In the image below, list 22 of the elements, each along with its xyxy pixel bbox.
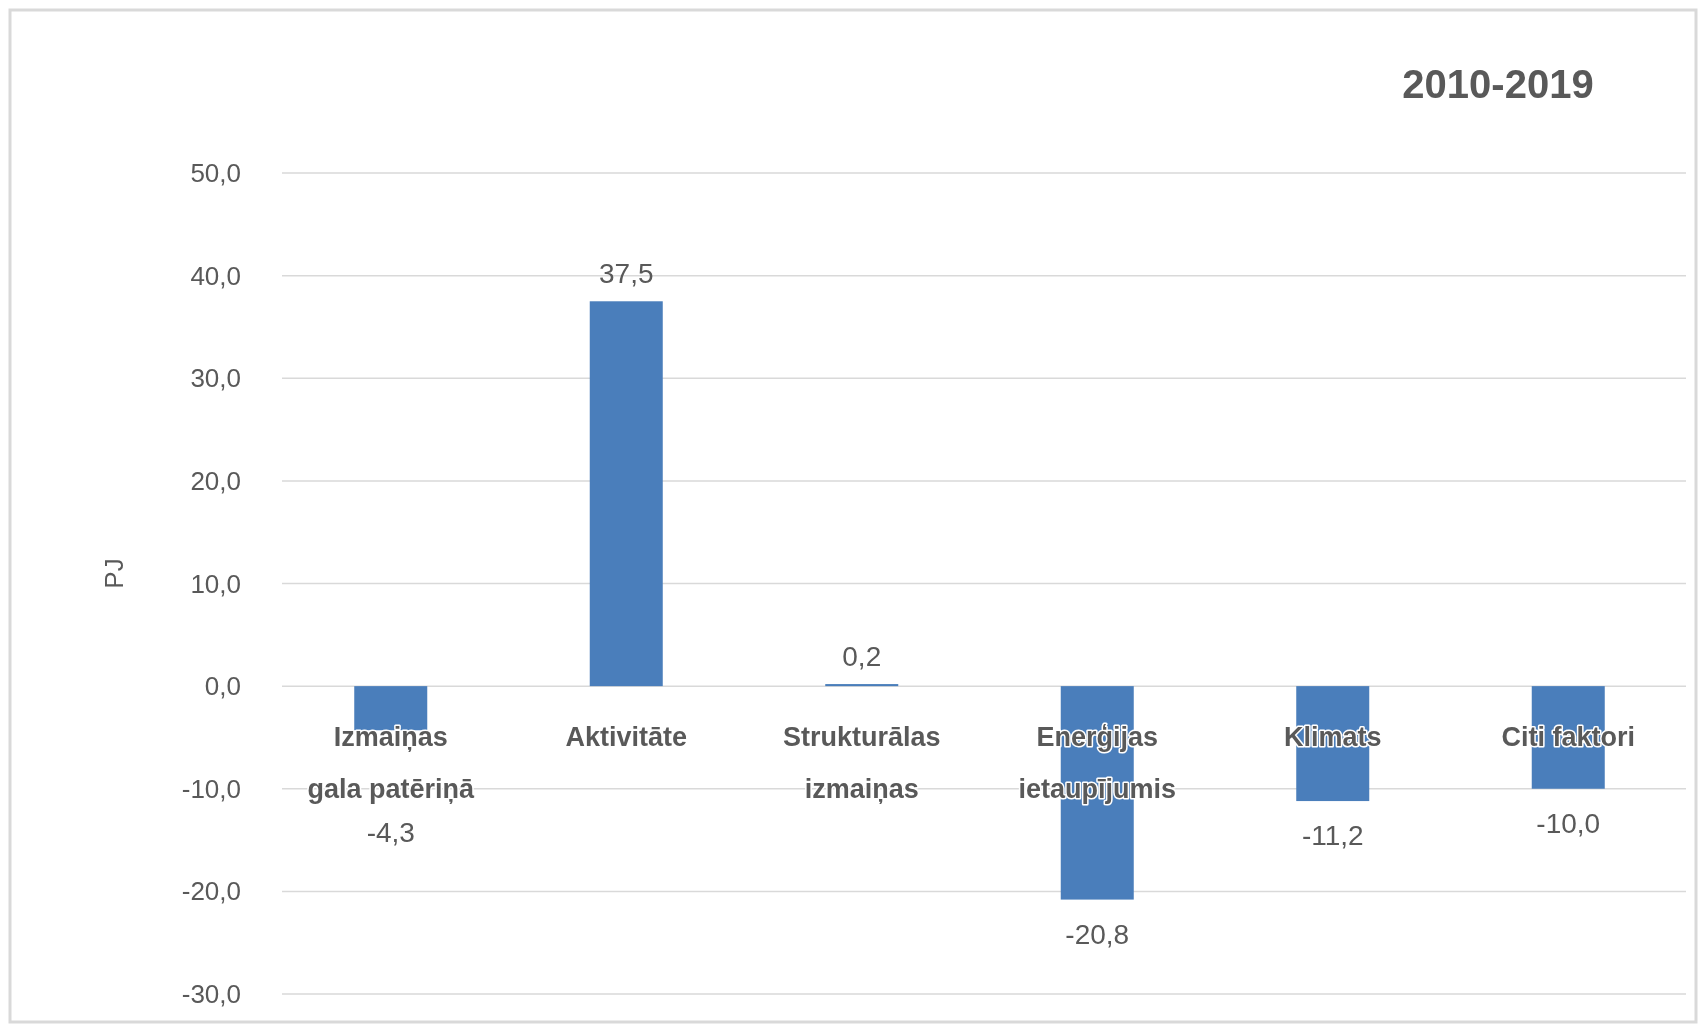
- data-label: -4,3: [366, 817, 415, 849]
- bar: [825, 684, 899, 687]
- y-tick-label: 0,0: [204, 671, 241, 702]
- y-axis-title: PJ: [99, 558, 129, 589]
- x-tick-label: Strukturālas izmaiņas: [782, 722, 941, 805]
- y-tick-label: -20,0: [181, 876, 241, 907]
- data-label: -20,8: [1065, 918, 1130, 950]
- data-label: -10,0: [1536, 807, 1601, 839]
- y-tick-label: 10,0: [190, 568, 241, 599]
- bar: [589, 301, 663, 687]
- y-tick-label: -30,0: [181, 979, 241, 1010]
- y-tick-label: 20,0: [190, 465, 241, 496]
- x-tick-label: Izmaiņas gala patēriņā: [307, 722, 476, 805]
- data-label: 0,2: [842, 641, 882, 673]
- y-tick-label: -10,0: [181, 773, 241, 804]
- chart-title: 2010-2019: [1402, 62, 1594, 106]
- y-tick-label: 40,0: [190, 260, 241, 291]
- data-label: 37,5: [599, 258, 654, 290]
- y-tick-label: 50,0: [190, 158, 241, 189]
- y-tick-label: 30,0: [190, 363, 241, 394]
- data-label: -11,2: [1301, 820, 1364, 852]
- x-tick-label: Aktivitāte: [565, 722, 688, 753]
